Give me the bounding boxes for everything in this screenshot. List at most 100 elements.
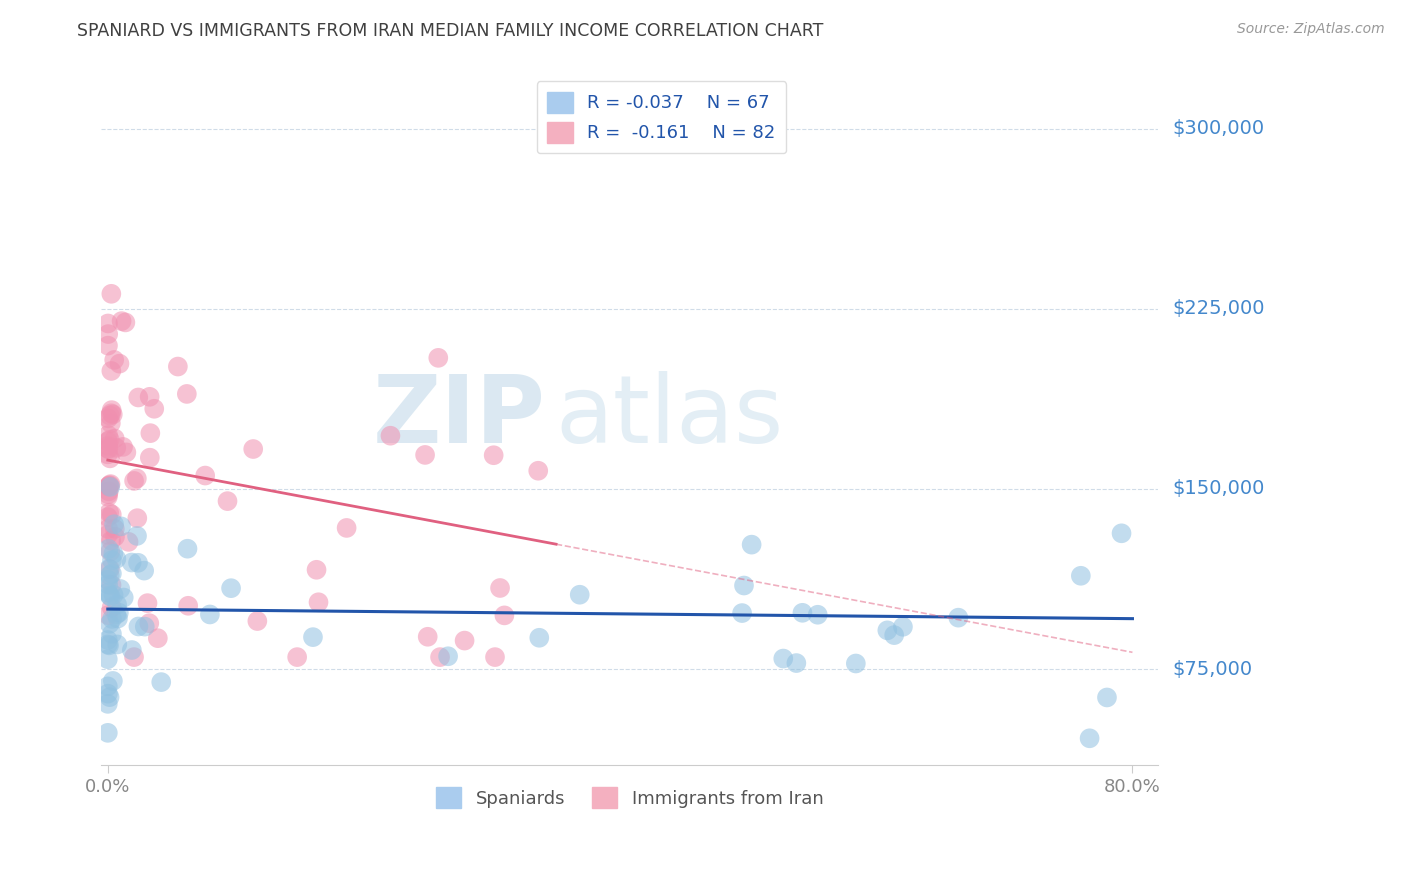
Point (100, 286, 122, 301)
Point (125, 471, 148, 485)
Point (98, 451, 121, 466)
Point (98, 544, 121, 558)
Point (97, 447, 120, 461)
Point (103, 588, 125, 602)
Point (198, 607, 221, 622)
Point (484, 650, 506, 665)
Point (429, 650, 451, 665)
Point (807, 607, 830, 622)
Point (97, 726, 120, 740)
Point (108, 357, 131, 371)
Point (97, 679, 120, 693)
Point (112, 440, 135, 454)
Point (104, 522, 127, 536)
Point (110, 582, 132, 596)
Point (427, 351, 450, 365)
Point (105, 637, 128, 651)
Point (98, 480, 121, 494)
Point (482, 448, 505, 462)
Point (494, 608, 516, 623)
Point (127, 391, 149, 405)
Point (98, 562, 121, 576)
Point (100, 590, 122, 604)
Point (97, 632, 120, 647)
Point (150, 675, 173, 690)
Point (100, 578, 122, 592)
Point (100, 406, 122, 420)
Point (416, 630, 439, 644)
Point (107, 611, 129, 625)
Point (529, 631, 551, 645)
Point (413, 448, 436, 462)
Point (121, 556, 143, 570)
Point (105, 441, 128, 455)
Point (104, 530, 127, 544)
Point (792, 606, 814, 620)
Point (285, 650, 308, 665)
Text: SPANIARD VS IMMIGRANTS FROM IRAN MEDIAN FAMILY INCOME CORRELATION CHART: SPANIARD VS IMMIGRANTS FROM IRAN MEDIAN … (77, 22, 824, 40)
Point (97, 487, 120, 501)
Text: Source: ZipAtlas.com: Source: ZipAtlas.com (1237, 22, 1385, 37)
Point (100, 600, 122, 615)
Point (741, 538, 763, 552)
Point (772, 651, 794, 665)
Point (97, 697, 120, 711)
Point (876, 624, 898, 638)
Point (138, 390, 160, 404)
Point (246, 614, 269, 628)
Point (98, 506, 121, 520)
Text: ZIP: ZIP (373, 371, 546, 463)
Point (101, 673, 124, 688)
Point (97, 484, 120, 499)
Point (97, 652, 120, 666)
Point (97, 338, 120, 352)
Point (105, 607, 128, 622)
Point (98, 690, 121, 705)
Text: $75,000: $75,000 (1173, 659, 1253, 679)
Point (101, 508, 124, 522)
Point (122, 650, 145, 665)
Point (136, 596, 159, 610)
Point (167, 359, 190, 374)
Point (891, 620, 914, 634)
Point (127, 619, 149, 633)
Point (489, 581, 512, 595)
Point (121, 643, 143, 657)
Point (308, 595, 330, 609)
Point (97, 411, 120, 425)
Point (143, 401, 166, 416)
Point (731, 606, 754, 620)
Point (138, 616, 160, 631)
Point (100, 417, 122, 431)
Point (97, 528, 120, 542)
Point (97, 327, 120, 342)
Point (108, 606, 131, 620)
Point (134, 564, 156, 578)
Point (117, 534, 139, 549)
Point (101, 566, 124, 581)
Point (122, 474, 145, 488)
Point (1111, 526, 1133, 541)
Point (98, 568, 121, 582)
Point (97, 428, 120, 442)
Point (305, 563, 328, 577)
Point (125, 529, 148, 543)
Point (527, 464, 550, 478)
Point (97, 585, 120, 599)
Point (98, 433, 121, 447)
Point (115, 445, 138, 459)
Point (948, 610, 970, 624)
Point (785, 656, 807, 670)
Point (845, 657, 868, 671)
Point (104, 432, 127, 446)
Point (103, 547, 125, 561)
Point (453, 633, 475, 648)
Point (733, 578, 755, 592)
Point (97, 573, 120, 587)
Point (97, 434, 120, 449)
Point (1070, 568, 1092, 582)
Point (437, 649, 460, 664)
Point (98, 616, 121, 631)
Point (97, 439, 120, 453)
Point (568, 588, 591, 602)
